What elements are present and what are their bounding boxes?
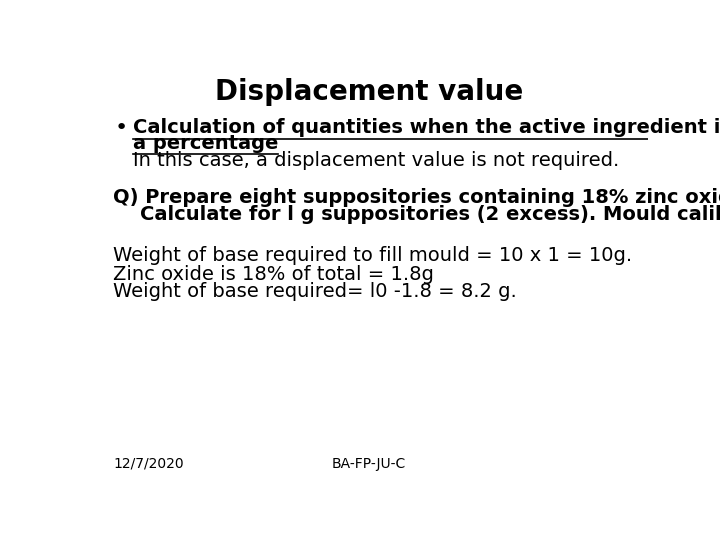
Text: Displacement value: Displacement value [215, 78, 523, 106]
Text: a percentage: a percentage [132, 134, 278, 153]
Text: Q) Prepare eight suppositories containing 18% zinc oxide.: Q) Prepare eight suppositories containin… [113, 188, 720, 207]
Text: Zinc oxide is 18% of total = 1.8g: Zinc oxide is 18% of total = 1.8g [113, 265, 434, 284]
Text: •: • [114, 118, 128, 138]
Text: In this case, a displacement value is not required.: In this case, a displacement value is no… [132, 151, 619, 170]
Text: 12/7/2020: 12/7/2020 [113, 457, 184, 471]
Text: BA-FP-JU-C: BA-FP-JU-C [332, 457, 406, 471]
Text: Calculate for l g suppositories (2 excess). Mould calibration = 1: Calculate for l g suppositories (2 exces… [113, 205, 720, 224]
Text: Weight of base required to fill mould = 10 x 1 = 10g.: Weight of base required to fill mould = … [113, 246, 632, 265]
Text: Weight of base required= l0 -1.8 = 8.2 g.: Weight of base required= l0 -1.8 = 8.2 g… [113, 282, 517, 301]
Text: Calculation of quantities when the active ingredient is stated as: Calculation of quantities when the activ… [132, 118, 720, 138]
